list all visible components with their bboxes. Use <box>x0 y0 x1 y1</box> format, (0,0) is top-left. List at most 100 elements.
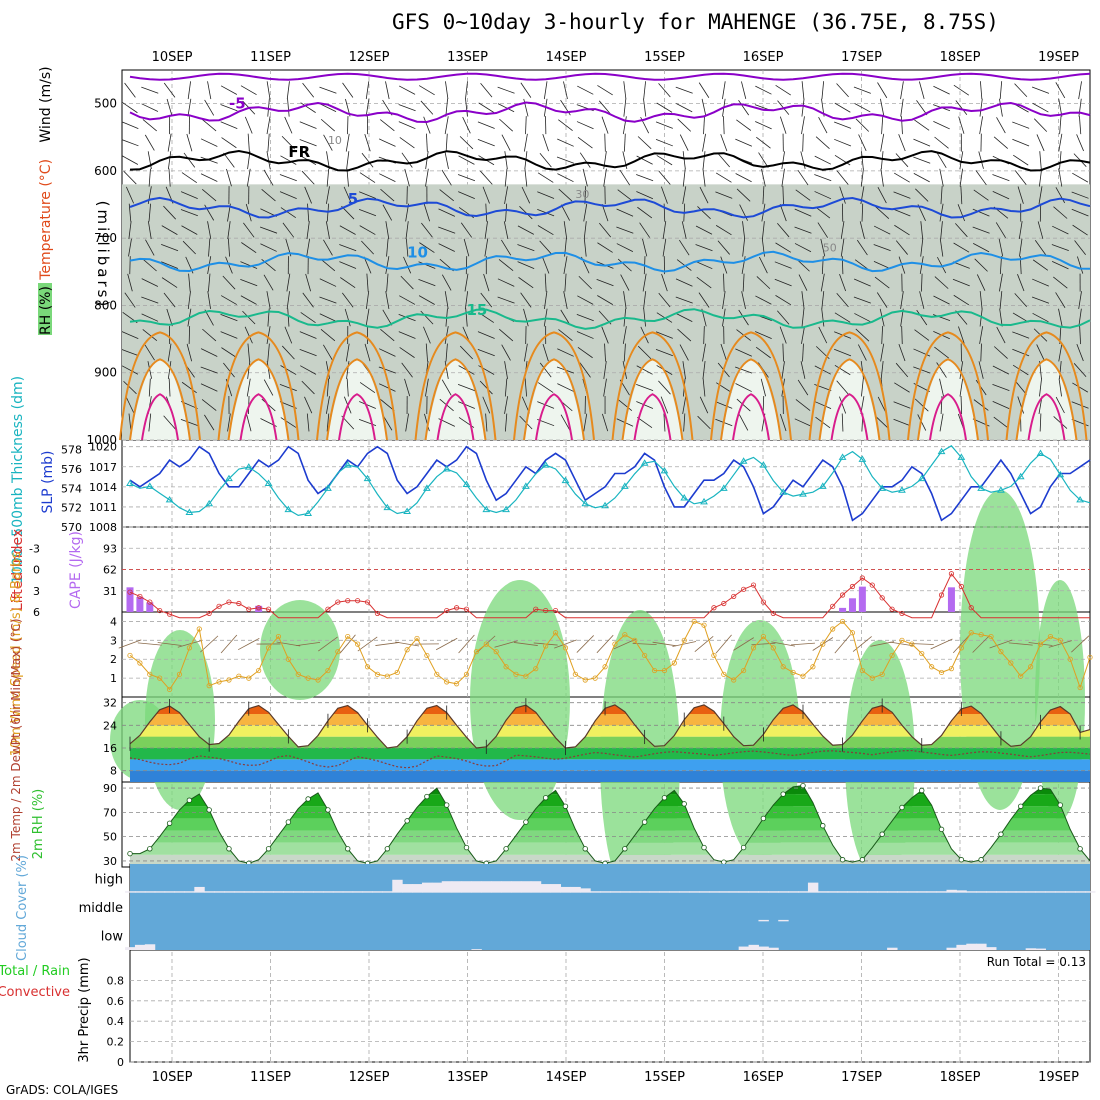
wind-barb <box>279 174 297 182</box>
wind-barb <box>246 378 251 397</box>
wind-barb <box>662 238 667 257</box>
wind-barb <box>125 396 135 414</box>
wind-barb <box>972 208 990 217</box>
wind-barb <box>200 173 218 182</box>
wind-barb <box>419 242 435 253</box>
wind-barb <box>577 136 593 149</box>
wind-barb <box>241 242 257 254</box>
rh-line <box>130 785 1091 864</box>
wind-speed-marker <box>483 641 489 647</box>
wind-barb <box>995 222 1006 238</box>
wind-barb <box>658 83 671 98</box>
wind-barb <box>1018 221 1023 240</box>
rh-marker <box>661 795 668 801</box>
rh-tick-label: 90 <box>103 782 117 795</box>
wind-barb <box>144 344 155 361</box>
wind-barb <box>1079 326 1081 345</box>
rh-marker <box>562 803 569 809</box>
wind-speed-marker <box>543 643 549 649</box>
wind-barb <box>893 418 911 427</box>
temp-band <box>130 725 1090 737</box>
wind-barb <box>742 221 746 240</box>
wind-barb <box>563 221 568 240</box>
wind-barb <box>204 99 215 116</box>
wind-barb <box>642 238 648 257</box>
cape-bar <box>947 587 955 612</box>
wind-barb <box>201 399 217 411</box>
wind-barb <box>423 203 430 222</box>
wind-barb <box>741 291 746 309</box>
date-label-bottom: 17SEP <box>841 1070 882 1085</box>
wind-barb <box>978 151 984 169</box>
cloud-bar-high <box>273 891 284 893</box>
wind-barb <box>1032 312 1049 323</box>
wind-barb <box>979 326 984 344</box>
wind-barb <box>702 133 706 152</box>
wind-barb <box>993 416 1009 429</box>
wind-barb <box>703 326 705 345</box>
wind-barb <box>939 413 944 432</box>
wind-barb <box>405 413 409 432</box>
wind-barb <box>539 362 552 378</box>
wind-speed-marker <box>147 671 153 677</box>
wind-barb-10m <box>870 641 895 647</box>
wind-barb <box>463 238 470 257</box>
thickness-tick-label: 570 <box>61 521 82 534</box>
thickness-marker <box>818 482 827 489</box>
wind-barb <box>523 308 529 327</box>
wind-barb <box>323 239 333 256</box>
wind-barb <box>266 81 271 100</box>
cloud-bar-high <box>619 891 631 893</box>
wind-speed-marker <box>582 677 588 683</box>
wind-barb-10m <box>834 634 851 654</box>
wind-barb <box>682 361 686 379</box>
wind-barb <box>363 256 372 274</box>
wind-barb <box>839 273 847 292</box>
rh-shade-high <box>470 580 570 820</box>
wind-barb <box>141 86 159 94</box>
wind-barb <box>658 170 671 185</box>
wind-barb <box>477 348 495 357</box>
wind-barb <box>894 224 910 236</box>
cloud-bar-high <box>313 891 324 893</box>
wind-barb <box>207 221 212 240</box>
wind-barb <box>161 225 178 235</box>
contour-label: 10 <box>407 244 428 262</box>
wind-barb <box>128 413 132 432</box>
wind-speed-marker <box>1077 684 1083 691</box>
wind-speed-marker <box>434 671 440 677</box>
wind-barb <box>542 256 550 274</box>
wind-barb <box>583 238 587 257</box>
cloud-axis-label: Cloud Cover (%) <box>15 855 30 961</box>
wind-barb <box>676 103 693 113</box>
wind-barb-10m <box>296 642 321 646</box>
wind-barb <box>186 133 193 152</box>
cloud-bar-high <box>461 881 472 893</box>
wind-barb <box>617 399 633 411</box>
wind-barb <box>992 365 1010 375</box>
rh-marker <box>859 857 866 863</box>
wind-barb <box>682 186 687 205</box>
wind-barb <box>305 273 312 292</box>
wind-barb <box>699 396 709 414</box>
wind-barb <box>1039 151 1042 170</box>
wind-barb <box>820 238 826 257</box>
wind-barb <box>242 310 256 325</box>
wind-barb <box>148 168 151 187</box>
wind-barb <box>141 296 159 304</box>
wind-barb <box>742 273 745 292</box>
pressure-tick-label: 600 <box>94 164 117 178</box>
wind-speed-marker <box>820 641 826 647</box>
wind-barb <box>207 81 212 100</box>
wind-barb <box>916 100 928 116</box>
wind-barb <box>444 116 449 135</box>
wind-barb <box>800 151 806 169</box>
wind-barb-10m <box>733 637 754 651</box>
wind-barb <box>286 81 290 100</box>
wind-barb <box>933 121 950 130</box>
wind-barb <box>398 104 416 112</box>
wind-speed-marker <box>166 686 173 693</box>
wind-barb <box>841 413 844 432</box>
wind-barb <box>221 137 237 149</box>
wind-barb <box>418 295 435 305</box>
